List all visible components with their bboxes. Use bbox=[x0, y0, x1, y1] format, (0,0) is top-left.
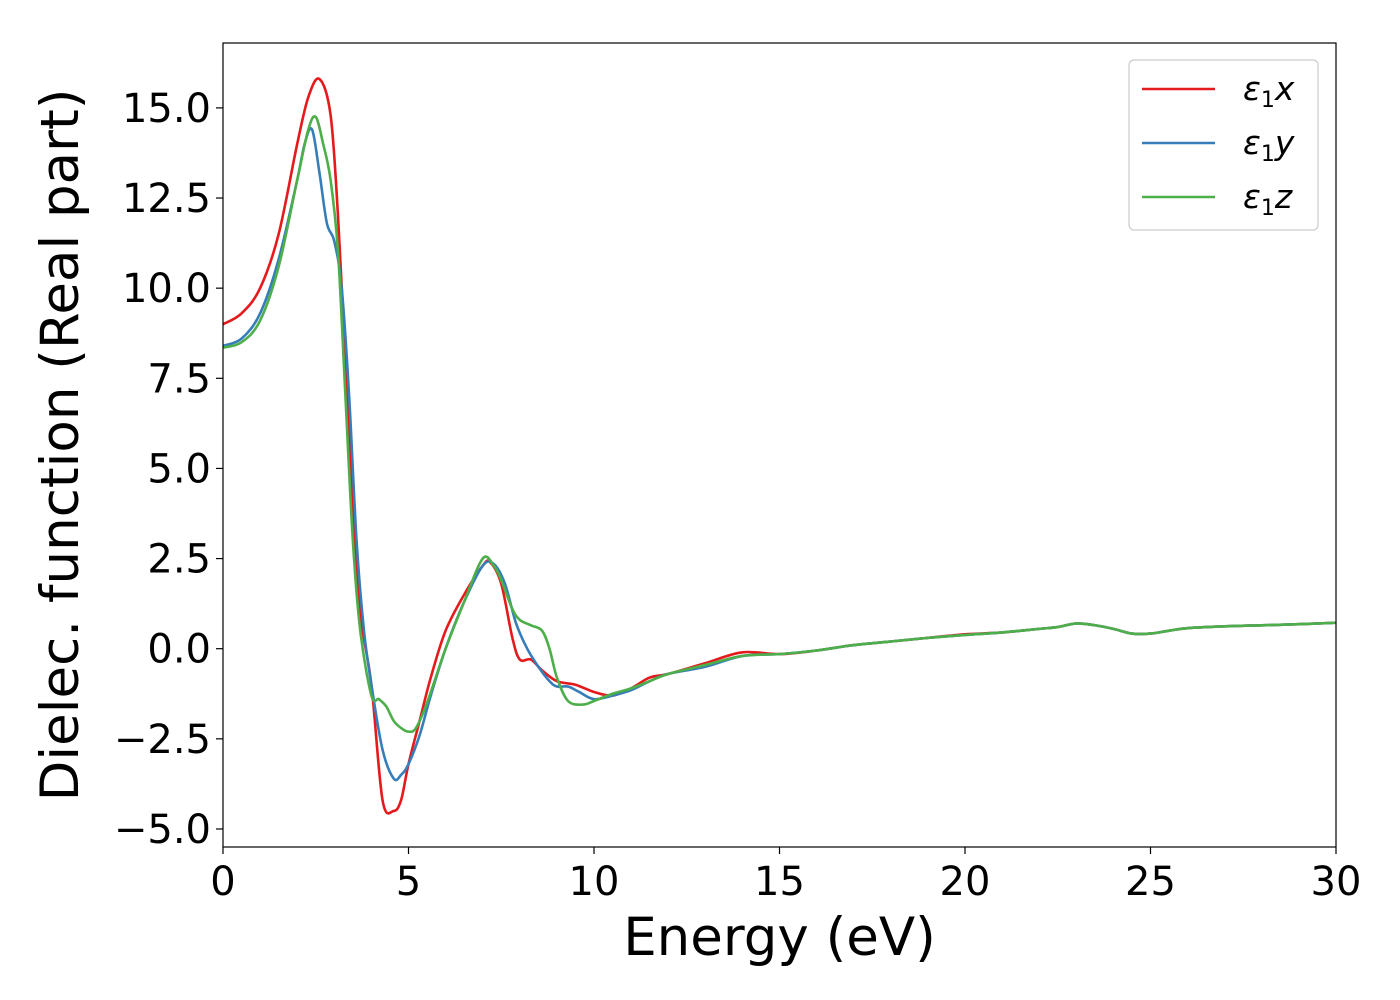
series-layer bbox=[223, 77, 1336, 815]
y-tick-label: 0.0 bbox=[147, 627, 211, 673]
legend-label-symbol: ε bbox=[1243, 69, 1261, 108]
legend-label-subscript: 1 bbox=[1261, 196, 1275, 221]
x-axis: 0 5 10 15 20 25 30 bbox=[210, 847, 1361, 905]
legend-label-subscript: 1 bbox=[1261, 88, 1275, 113]
x-tick-label: 0 bbox=[210, 859, 235, 905]
legend-label-component: x bbox=[1274, 69, 1295, 108]
y-tick-label: 15.0 bbox=[122, 86, 211, 132]
legend-label-component: y bbox=[1274, 123, 1295, 162]
y-tick-label: 5.0 bbox=[147, 446, 211, 492]
series-line-z bbox=[223, 115, 1336, 734]
y-axis: −5.0 −2.5 0.0 2.5 5.0 7.5 10.0 12.5 15.0 bbox=[114, 86, 223, 853]
legend-label-component: z bbox=[1274, 177, 1293, 216]
x-tick-label: 30 bbox=[1311, 859, 1362, 905]
legend-label-subscript: 1 bbox=[1261, 142, 1275, 167]
x-tick-label: 25 bbox=[1125, 859, 1176, 905]
legend-box bbox=[1128, 59, 1319, 231]
y-axis-title: Dielec. function (Real part) bbox=[30, 89, 91, 802]
legend-label-z: ε1z bbox=[1243, 177, 1293, 221]
legend-label-x: ε1x bbox=[1243, 69, 1295, 113]
y-tick-label: 10.0 bbox=[122, 266, 211, 312]
y-tick-label: 12.5 bbox=[122, 176, 211, 222]
y-tick-label: −2.5 bbox=[114, 717, 211, 763]
x-tick-label: 10 bbox=[569, 859, 620, 905]
legend-label-symbol: ε bbox=[1243, 123, 1261, 162]
y-tick-label: 7.5 bbox=[147, 356, 211, 402]
y-tick-label: −5.0 bbox=[114, 807, 211, 853]
x-axis-title: Energy (eV) bbox=[623, 907, 936, 968]
legend-label-y: ε1y bbox=[1243, 123, 1295, 167]
legend-label-symbol: ε bbox=[1243, 177, 1261, 216]
y-tick-label: 2.5 bbox=[147, 537, 211, 583]
x-tick-label: 20 bbox=[940, 859, 991, 905]
x-tick-label: 5 bbox=[396, 859, 421, 905]
x-tick-label: 15 bbox=[754, 859, 805, 905]
